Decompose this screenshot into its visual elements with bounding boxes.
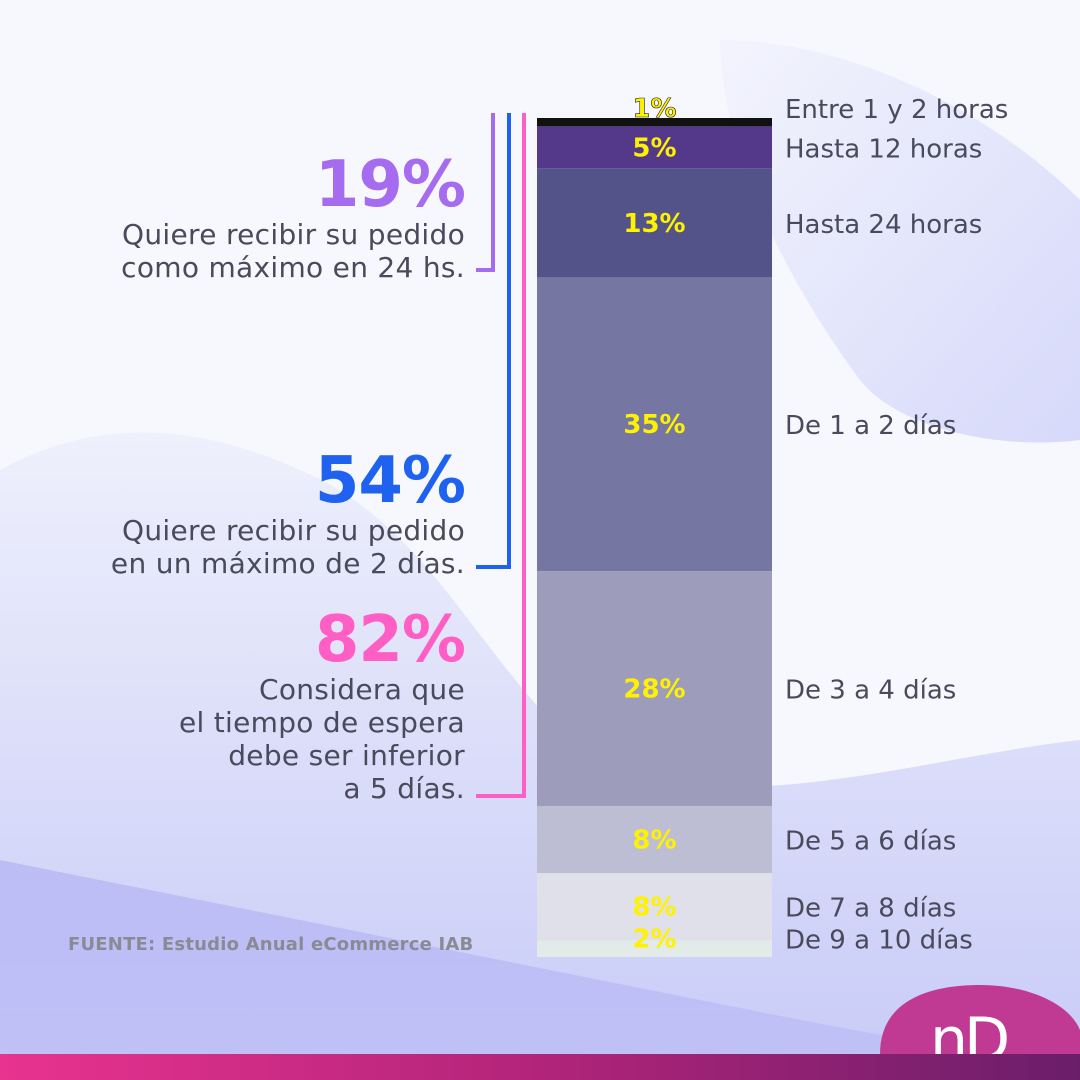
logo-badge bbox=[880, 985, 1080, 1054]
callout-line: Considera que bbox=[258, 673, 465, 706]
callout-19: 19% Quiere recibir su pedido como máximo… bbox=[121, 148, 466, 284]
callout-percent: 54% bbox=[314, 444, 466, 518]
category-label: De 3 a 4 días bbox=[785, 676, 956, 706]
category-label: De 1 a 2 días bbox=[785, 411, 956, 441]
callout-line: el tiempo de espera bbox=[178, 706, 465, 739]
decor-wave-bottom bbox=[0, 860, 1000, 1054]
category-label: De 9 a 10 días bbox=[785, 926, 973, 956]
bracket-line bbox=[476, 113, 511, 569]
bar-segment bbox=[537, 873, 772, 941]
callout-line: Quiere recibir su pedido bbox=[122, 218, 465, 251]
bar-segment bbox=[537, 126, 772, 169]
callout-line: Quiere recibir su pedido bbox=[122, 514, 465, 547]
callout-line: como máximo en 24 hs. bbox=[121, 251, 465, 284]
value-label: 8% bbox=[632, 826, 676, 856]
category-labels: Entre 1 y 2 horas Hasta 12 horas Hasta 24 … bbox=[785, 95, 1008, 955]
bottom-gradient-bar bbox=[0, 1054, 1080, 1080]
value-label: 13% bbox=[623, 209, 685, 239]
value-label: 35% bbox=[623, 410, 685, 440]
bracket-line bbox=[476, 113, 526, 798]
value-label: 28% bbox=[623, 675, 685, 705]
value-label: 2% bbox=[632, 925, 676, 955]
category-label: Entre 1 y 2 horas bbox=[785, 95, 1008, 125]
category-label: Hasta 24 horas bbox=[785, 210, 982, 240]
bracket-line bbox=[476, 113, 495, 272]
bar-segments bbox=[537, 118, 772, 957]
callout-line: a 5 días. bbox=[343, 772, 465, 805]
bar-segment bbox=[537, 805, 772, 874]
bar-segment bbox=[537, 277, 772, 572]
source-note: FUENTE: Estudio Anual eCommerce IAB bbox=[68, 934, 474, 955]
category-label: De 5 a 6 días bbox=[785, 827, 956, 857]
callout-54: 54% Quiere recibir su pedido en un máxim… bbox=[110, 444, 466, 580]
callout-percent: 82% bbox=[314, 603, 466, 677]
bracket-lines bbox=[476, 113, 526, 798]
value-labels: 1%5%13%35%28%8%8%2% bbox=[623, 94, 685, 955]
callout-line: debe ser inferior bbox=[228, 739, 465, 772]
bar-segment bbox=[537, 571, 772, 806]
value-label: 1% bbox=[632, 94, 676, 124]
bar-segment bbox=[537, 168, 772, 278]
value-label: 5% bbox=[632, 133, 676, 163]
callout-line: en un máximo de 2 días. bbox=[110, 547, 465, 580]
category-label: De 7 a 8 días bbox=[785, 894, 956, 924]
bar-segment bbox=[537, 940, 772, 957]
category-label: Hasta 12 horas bbox=[785, 134, 982, 164]
callout-82: 82% Considera que el tiempo de espera de… bbox=[178, 603, 466, 805]
value-label: 8% bbox=[632, 893, 676, 923]
decor-blob-right bbox=[720, 40, 1080, 443]
callout-percent: 19% bbox=[314, 148, 466, 222]
bar-segment bbox=[537, 118, 772, 127]
